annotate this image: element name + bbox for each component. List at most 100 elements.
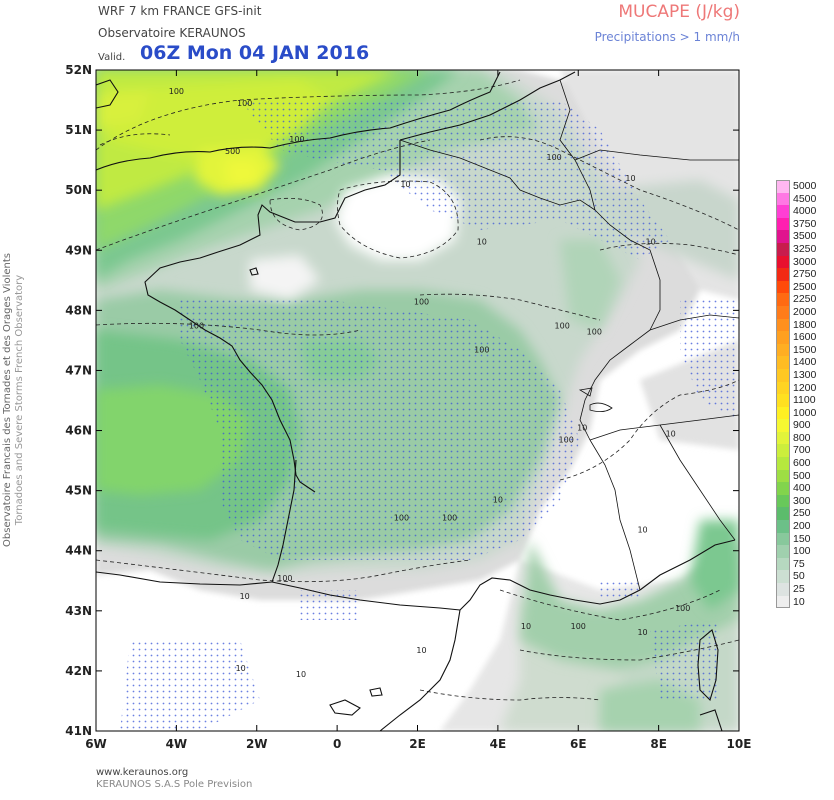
legend-swatch (776, 331, 790, 344)
lon-label: 6W (85, 737, 107, 751)
legend-swatch (776, 431, 790, 445)
legend-swatch (776, 394, 790, 407)
contour-label: 10 (296, 670, 306, 679)
legend-swatch (776, 469, 790, 483)
lat-label: 48N (65, 303, 92, 317)
legend-swatch (776, 368, 790, 382)
contour-label: 100 (277, 574, 292, 583)
legend-swatch (776, 507, 790, 521)
contour-label: 10 (625, 174, 635, 183)
contour-label: 10 (416, 646, 426, 655)
contour-label: 100 (555, 321, 570, 330)
legend-label: 1500 (793, 343, 817, 356)
lat-label: 44N (65, 544, 92, 558)
lat-labels: 52N 51N 50N 49N 48N 47N 46N 45N 44N 43N 42N 41N (65, 63, 92, 738)
legend-swatch (776, 318, 790, 332)
model-title: WRF 7 km FRANCE GFS-init (98, 4, 262, 18)
legend-label: 2000 (793, 305, 817, 318)
legend-swatch (776, 444, 790, 458)
lat-label: 52N (65, 63, 92, 77)
footer-url[interactable]: www.keraunos.org (96, 767, 189, 778)
footer-company: KERAUNOS S.A.S Pole Prevision (96, 779, 253, 790)
lon-label: 8E (650, 737, 667, 751)
legend-swatch (776, 280, 790, 294)
legend-row: 800 (776, 431, 834, 445)
contour-label: 10 (666, 430, 676, 439)
legend-row: 1600 (776, 331, 834, 344)
legend-swatch (776, 343, 790, 357)
legend-label: 4500 (793, 192, 817, 205)
legend-row: 200 (776, 520, 834, 533)
lat-label: 42N (65, 664, 92, 678)
lat-label: 50N (65, 183, 92, 197)
contour-label: 100 (289, 135, 304, 144)
legend-swatch (776, 180, 790, 193)
legend-swatch (776, 230, 790, 243)
side-title-fr: Observatoire Francais des Tornades et de… (2, 253, 13, 547)
legend-row: 2750 (776, 268, 834, 281)
contour-label: 100 (394, 514, 409, 523)
lon-label: 10E (727, 737, 752, 751)
legend-row: 600 (776, 457, 834, 470)
legend-row: 300 (776, 494, 834, 508)
legend-label: 600 (793, 457, 811, 470)
lon-label: 0 (333, 737, 341, 751)
legend-label: 800 (793, 431, 811, 444)
legend-label: 900 (793, 419, 811, 432)
contour-label: 10 (645, 237, 655, 246)
legend-label: 1300 (793, 368, 817, 381)
legend-label: 1800 (793, 318, 817, 331)
legend-label: 2750 (793, 268, 817, 281)
lon-label: 6E (570, 737, 587, 751)
contour-label: 10 (477, 237, 487, 246)
contour-label: 100 (474, 345, 489, 354)
contour-label: 100 (675, 604, 690, 613)
contour-label: 100 (414, 297, 429, 306)
legend-row: 50 (776, 570, 834, 583)
legend-swatch (776, 570, 790, 583)
legend-swatch (776, 532, 790, 546)
legend-label: 1600 (793, 331, 817, 344)
legend-row: 3750 (776, 217, 834, 231)
legend-swatch (776, 583, 790, 596)
contour-label: 10 (521, 622, 531, 631)
legend-label: 3500 (793, 230, 817, 243)
legend-label: 2250 (793, 293, 817, 306)
legend-label: 75 (793, 557, 805, 570)
contour-label: 100 (587, 327, 602, 336)
legend-row: 1200 (776, 381, 834, 395)
legend-swatch (776, 242, 790, 256)
map-field (96, 70, 739, 731)
legend-label: 500 (793, 469, 811, 482)
contour-label: 10 (400, 180, 410, 189)
contour-label: 100 (169, 87, 184, 96)
legend-label: 700 (793, 444, 811, 457)
contour-label: 10 (240, 592, 250, 601)
legend-swatch (776, 545, 790, 558)
legend-swatch (776, 494, 790, 508)
legend-swatch (776, 457, 790, 470)
lat-label: 47N (65, 363, 92, 377)
precip-dots (120, 100, 739, 731)
contour-label: 100 (189, 321, 204, 330)
legend-row: 75 (776, 557, 834, 571)
legend-row: 250 (776, 507, 834, 521)
lon-label: 2W (246, 737, 268, 751)
contour-label: 10 (236, 664, 246, 673)
legend-row: 2500 (776, 280, 834, 294)
legend-label: 2500 (793, 280, 817, 293)
legend-row: 25 (776, 583, 834, 596)
legend-row: 3250 (776, 242, 834, 256)
parameter-title: MUCAPE (J/kg) (618, 2, 740, 22)
legend-label: 1200 (793, 381, 817, 394)
legend-swatch (776, 482, 790, 495)
legend-label: 3750 (793, 217, 817, 230)
side-title: Observatoire Francais des Tornades et de… (2, 210, 26, 590)
contour-label: 100 (546, 153, 561, 162)
lat-label: 41N (65, 724, 92, 738)
legend-row: 4000 (776, 205, 834, 218)
legend-row: 3500 (776, 230, 834, 243)
legend-row: 1000 (776, 406, 834, 420)
legend-row: 150 (776, 532, 834, 546)
